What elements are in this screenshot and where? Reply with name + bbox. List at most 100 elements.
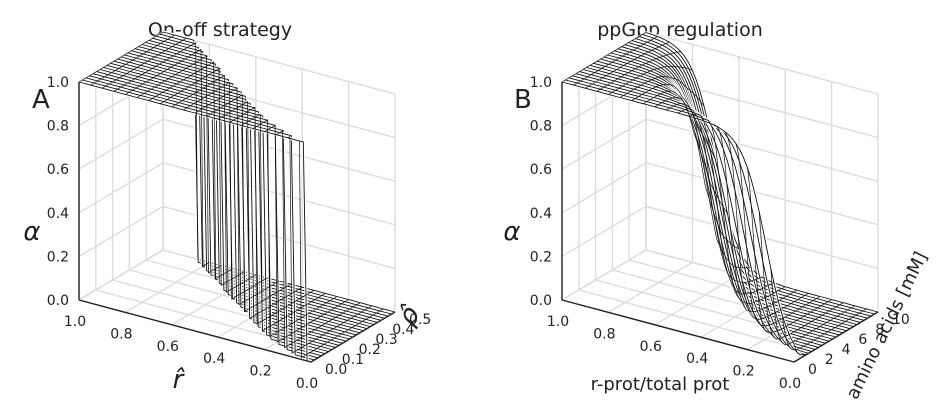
surface-line [160, 68, 245, 286]
surface-line [171, 75, 256, 293]
surface-line [689, 113, 774, 295]
z-tick-label: 0.8 [530, 119, 552, 135]
surface-line [229, 106, 314, 325]
panel-a-letter: A [32, 85, 50, 115]
grid-line [125, 261, 210, 314]
surface-line [631, 84, 716, 160]
panel-a-tick-labels: 1.00.80.60.40.20.00.00.10.20.30.40.50.00… [47, 75, 432, 392]
axis-line [78, 299, 312, 363]
y-tick-label: 0.5 [409, 312, 431, 328]
y-tick-label: 0.3 [375, 332, 397, 348]
surface-line [102, 37, 187, 89]
surface-line [299, 140, 384, 359]
y-tick-label: 10 [892, 312, 910, 328]
panel-b-x-label: r-prot/total prot [591, 374, 730, 395]
grid-line [645, 205, 879, 270]
surface-line [747, 168, 832, 333]
grid-line [561, 162, 647, 214]
grid-line [78, 249, 164, 301]
x-tick-label: 0.8 [110, 326, 132, 342]
z-tick-label: 0.2 [530, 249, 552, 265]
surface-line [782, 308, 867, 351]
surface-line [183, 81, 268, 300]
grid-line [162, 31, 396, 95]
x-tick-label: 0.0 [296, 376, 318, 392]
panel-b-z-label: α [503, 217, 520, 247]
surface-line [758, 211, 844, 340]
panel-b-letter: B [514, 85, 532, 115]
y-tick-label: 0 [808, 362, 817, 378]
surface-line [585, 41, 670, 89]
z-tick-label: 0.8 [47, 119, 69, 135]
surface-line [218, 101, 303, 319]
y-tick-label: 2 [825, 352, 834, 368]
surface-line [125, 48, 210, 267]
axis-line [793, 311, 879, 363]
x-tick-label: 1.0 [64, 314, 86, 330]
x-tick-label: 0.2 [732, 364, 754, 380]
panel-a-z-label: α [23, 217, 40, 247]
x-tick-label: 1.0 [547, 314, 569, 330]
surface-line [596, 51, 681, 92]
surface-line [770, 268, 855, 345]
grid-line [645, 31, 879, 95]
y-tick-label: 0.2 [359, 342, 381, 358]
y-tick-label: 0.0 [325, 362, 347, 378]
surface-line [148, 61, 233, 280]
surface-line [90, 34, 175, 86]
panel-a-x-label: r̂ [173, 365, 186, 395]
surface-line [735, 143, 821, 327]
surface-line [276, 130, 361, 349]
z-tick-label: 0.6 [47, 162, 69, 178]
surface-line [608, 65, 693, 95]
axis-line [310, 311, 396, 363]
x-tick-label: 0.0 [779, 376, 801, 392]
z-tick-label: 0.2 [47, 249, 69, 265]
surface-line [712, 124, 797, 312]
z-tick-label: 0.4 [530, 206, 552, 222]
panel-a-title: On-off strategy [148, 19, 292, 41]
panel-b: ppGpp regulation B 1.0 0.8 0.6 0.4 0.2 0.0 024… [503, 19, 931, 403]
surface-line [194, 87, 280, 306]
surface-line [561, 32, 647, 83]
y-tick-label: 6 [858, 332, 867, 348]
grid-line [561, 249, 647, 301]
panel-b-title: ppGpp regulation [597, 19, 763, 41]
z-tick-label: 0.0 [530, 293, 552, 309]
surface-line [619, 75, 705, 107]
z-tick-label: 0.4 [47, 206, 69, 222]
surface-line [573, 36, 658, 86]
grid-line [645, 162, 879, 226]
grid-line [78, 118, 164, 170]
z-tick-label: 0.6 [530, 162, 552, 178]
grid-line [654, 274, 740, 326]
x-tick-label: 0.4 [203, 351, 225, 367]
surface-line [78, 31, 164, 83]
x-tick-label: 0.6 [640, 339, 662, 355]
surface-line [241, 113, 326, 332]
surface-line [136, 55, 222, 274]
surface-line [701, 118, 786, 304]
grid-line [645, 118, 879, 182]
y-tick-label: 0.1 [342, 352, 364, 368]
grid-line [78, 162, 164, 214]
grid-line [78, 205, 164, 258]
y-tick-label: 0.4 [392, 322, 414, 338]
surface-line [252, 119, 338, 338]
panel-a-surface [78, 30, 396, 364]
grid-line [561, 118, 647, 170]
x-tick-label: 0.8 [593, 326, 615, 342]
y-tick-label: 4 [842, 342, 851, 358]
surface-line [724, 130, 809, 320]
z-tick-label: 1.0 [47, 75, 69, 91]
panel-b-axes [561, 82, 879, 363]
x-tick-label: 0.4 [686, 351, 708, 367]
surface-line [287, 136, 372, 354]
grid-line [578, 289, 811, 353]
panel-b-surface [561, 30, 879, 357]
surface-line [654, 97, 739, 250]
surface-line [666, 103, 751, 269]
surface-line [677, 108, 763, 283]
